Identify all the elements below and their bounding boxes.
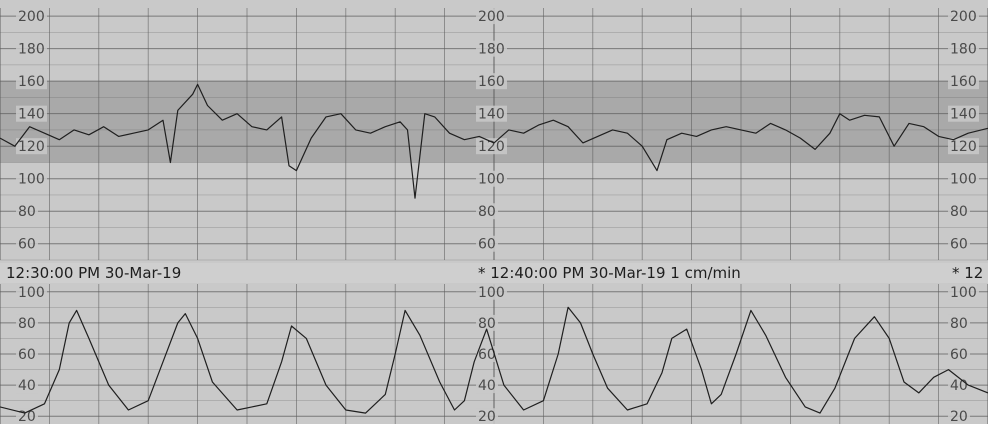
y-tick-label: 140 <box>478 107 505 123</box>
tick-label-bg <box>476 283 507 300</box>
tick-label-bg <box>948 170 979 187</box>
y-tick-label: 140 <box>18 107 45 123</box>
y-tick-label: 40 <box>478 378 496 394</box>
tick-label-bg <box>948 105 979 122</box>
y-tick-label: 100 <box>18 172 45 188</box>
y-tick-label: 80 <box>478 316 496 332</box>
y-tick-label: 60 <box>950 347 968 363</box>
tick-label-bg <box>16 283 47 300</box>
y-tick-label: 80 <box>18 204 36 220</box>
axis-tick-labels: 60 60 60 80 80 80 100 100 100 120 120 120 140 140 140 1… <box>16 8 979 424</box>
tick-label-bg <box>476 138 507 155</box>
tick-label-bg <box>16 40 47 57</box>
y-tick-label: 60 <box>950 237 968 253</box>
tick-label-bg <box>948 377 970 394</box>
y-tick-label: 160 <box>950 74 977 90</box>
y-tick-label: 80 <box>950 316 968 332</box>
tick-label-bg <box>476 377 498 394</box>
tick-label-bg <box>16 377 38 394</box>
y-tick-label: 80 <box>478 204 496 220</box>
fhr-trace-line <box>0 83 988 199</box>
y-tick-label: 120 <box>478 139 505 155</box>
y-tick-label: 200 <box>478 9 505 25</box>
tick-label-bg <box>16 105 47 122</box>
y-tick-label: 180 <box>18 42 45 58</box>
y-tick-label: 20 <box>950 409 968 424</box>
tick-label-bg <box>16 8 47 25</box>
tick-label-bg <box>948 203 970 220</box>
y-tick-label: 100 <box>478 285 505 301</box>
tick-label-bg <box>16 73 47 90</box>
left-timestamp: 12:30:00 PM 30-Mar-19 <box>6 264 181 282</box>
tick-label-bg <box>476 408 498 424</box>
tick-label-bg <box>476 170 507 187</box>
tick-label-bg <box>16 203 38 220</box>
tick-label-bg <box>476 105 507 122</box>
y-tick-label: 60 <box>478 347 496 363</box>
y-tick-label: 160 <box>18 74 45 90</box>
tick-label-bg <box>16 235 38 252</box>
tick-label-bg <box>476 235 498 252</box>
tick-label-bg <box>476 314 498 331</box>
tick-label-bg <box>948 346 970 362</box>
tick-label-bg <box>948 138 979 155</box>
tick-label-bg <box>948 235 970 252</box>
tick-label-bg <box>476 203 498 220</box>
tick-label-bg <box>948 73 979 90</box>
y-tick-label: 100 <box>950 172 977 188</box>
y-tick-label: 80 <box>18 316 36 332</box>
y-tick-label: 180 <box>478 42 505 58</box>
y-tick-label: 120 <box>18 139 45 155</box>
y-tick-label: 120 <box>950 139 977 155</box>
center-timestamp: * 12:40:00 PM 30-Mar-19 1 cm/min <box>478 264 741 282</box>
y-tick-label: 40 <box>18 378 36 394</box>
y-tick-label: 20 <box>478 409 496 424</box>
y-tick-label: 100 <box>950 285 977 301</box>
right-timestamp: * 12 <box>952 264 983 282</box>
tick-label-bg <box>476 40 507 57</box>
tick-label-bg <box>948 40 979 57</box>
timestamp-strip <box>0 263 988 283</box>
y-tick-label: 60 <box>18 347 36 363</box>
tick-label-bg <box>16 346 38 362</box>
traces <box>0 83 988 414</box>
tick-label-bg <box>476 8 507 25</box>
tick-label-bg <box>16 314 38 331</box>
tick-label-bg <box>948 408 970 424</box>
y-tick-label: 180 <box>950 42 977 58</box>
tick-label-bg <box>16 138 47 155</box>
tick-label-bg <box>948 314 970 331</box>
y-tick-label: 40 <box>950 378 968 394</box>
tick-label-bg <box>16 170 47 187</box>
y-tick-label: 200 <box>18 9 45 25</box>
y-tick-label: 80 <box>950 204 968 220</box>
y-tick-label: 100 <box>478 172 505 188</box>
tick-label-bg <box>476 73 507 90</box>
y-tick-label: 160 <box>478 74 505 90</box>
tick-label-bg <box>948 283 979 300</box>
y-tick-label: 60 <box>478 237 496 253</box>
y-tick-label: 200 <box>950 9 977 25</box>
toco-trace-line <box>0 306 988 414</box>
y-tick-label: 140 <box>950 107 977 123</box>
tick-label-bg <box>948 8 979 25</box>
y-tick-label: 100 <box>18 285 45 301</box>
y-tick-label: 60 <box>18 237 36 253</box>
